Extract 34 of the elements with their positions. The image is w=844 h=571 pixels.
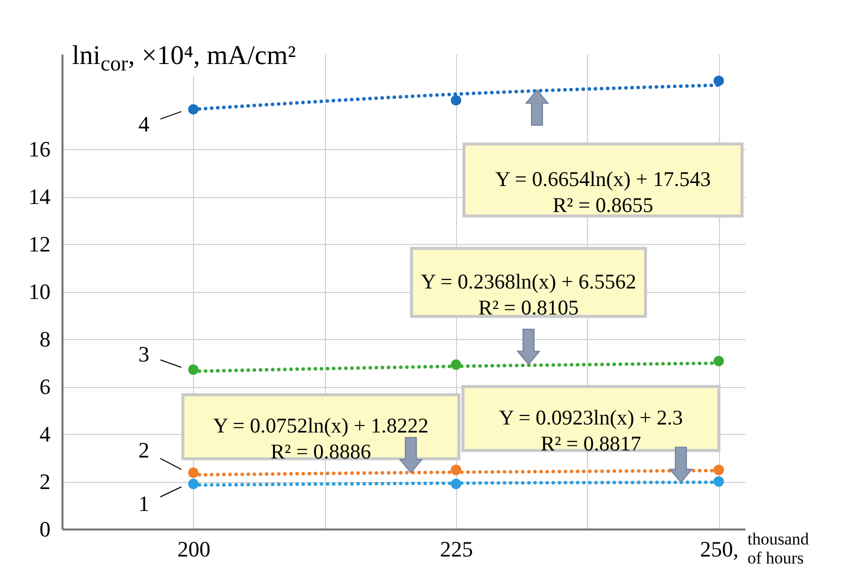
y-tick-label: 4 [40,422,50,446]
series-label: 2 [138,438,150,463]
point [450,464,462,476]
series-label: 1 [138,490,150,516]
annotation: Y = 0.6654ln(x) + 17.543 R² = 0.8655 [495,167,711,217]
y-tick-label: 2 [40,469,50,494]
y-tick-label: 6 [40,374,50,399]
point [188,478,199,490]
point [188,104,199,115]
annotation: Y = 0.0752ln(x) + 1.8222 R² = 0.8886 [213,414,429,464]
point [713,464,724,476]
point [713,76,724,86]
y-tick-label: 10 [28,279,50,304]
y-tick-label: 8 [40,326,50,352]
y-tick-label: 0 [40,516,50,542]
point [188,364,199,375]
y-tick-label: 12 [28,232,50,256]
y-tick-label: 14 [28,184,50,209]
point [188,467,199,478]
x-tick-label: 200 [177,536,210,562]
annotation: Y = 0.2368ln(x) + 6.5562 R² = 0.8105 [420,269,636,320]
point [713,476,724,487]
series-label: 4 [138,111,150,136]
y-tick-label: 16 [28,136,50,162]
x-axis-title: thousand of hours [748,530,810,568]
y-axis-title: lni$_{cor}$, ×10⁴, mA/cm² [68,40,300,76]
x-tick-label: 250, [700,536,738,562]
point [450,359,462,370]
point [450,95,462,106]
point [713,356,724,366]
x-tick-label: 225 [440,536,474,562]
series-label: 3 [138,342,150,367]
annotation: Y = 0.0923ln(x) + 2.3 R² = 0.8817 [498,405,683,456]
point [450,478,462,490]
